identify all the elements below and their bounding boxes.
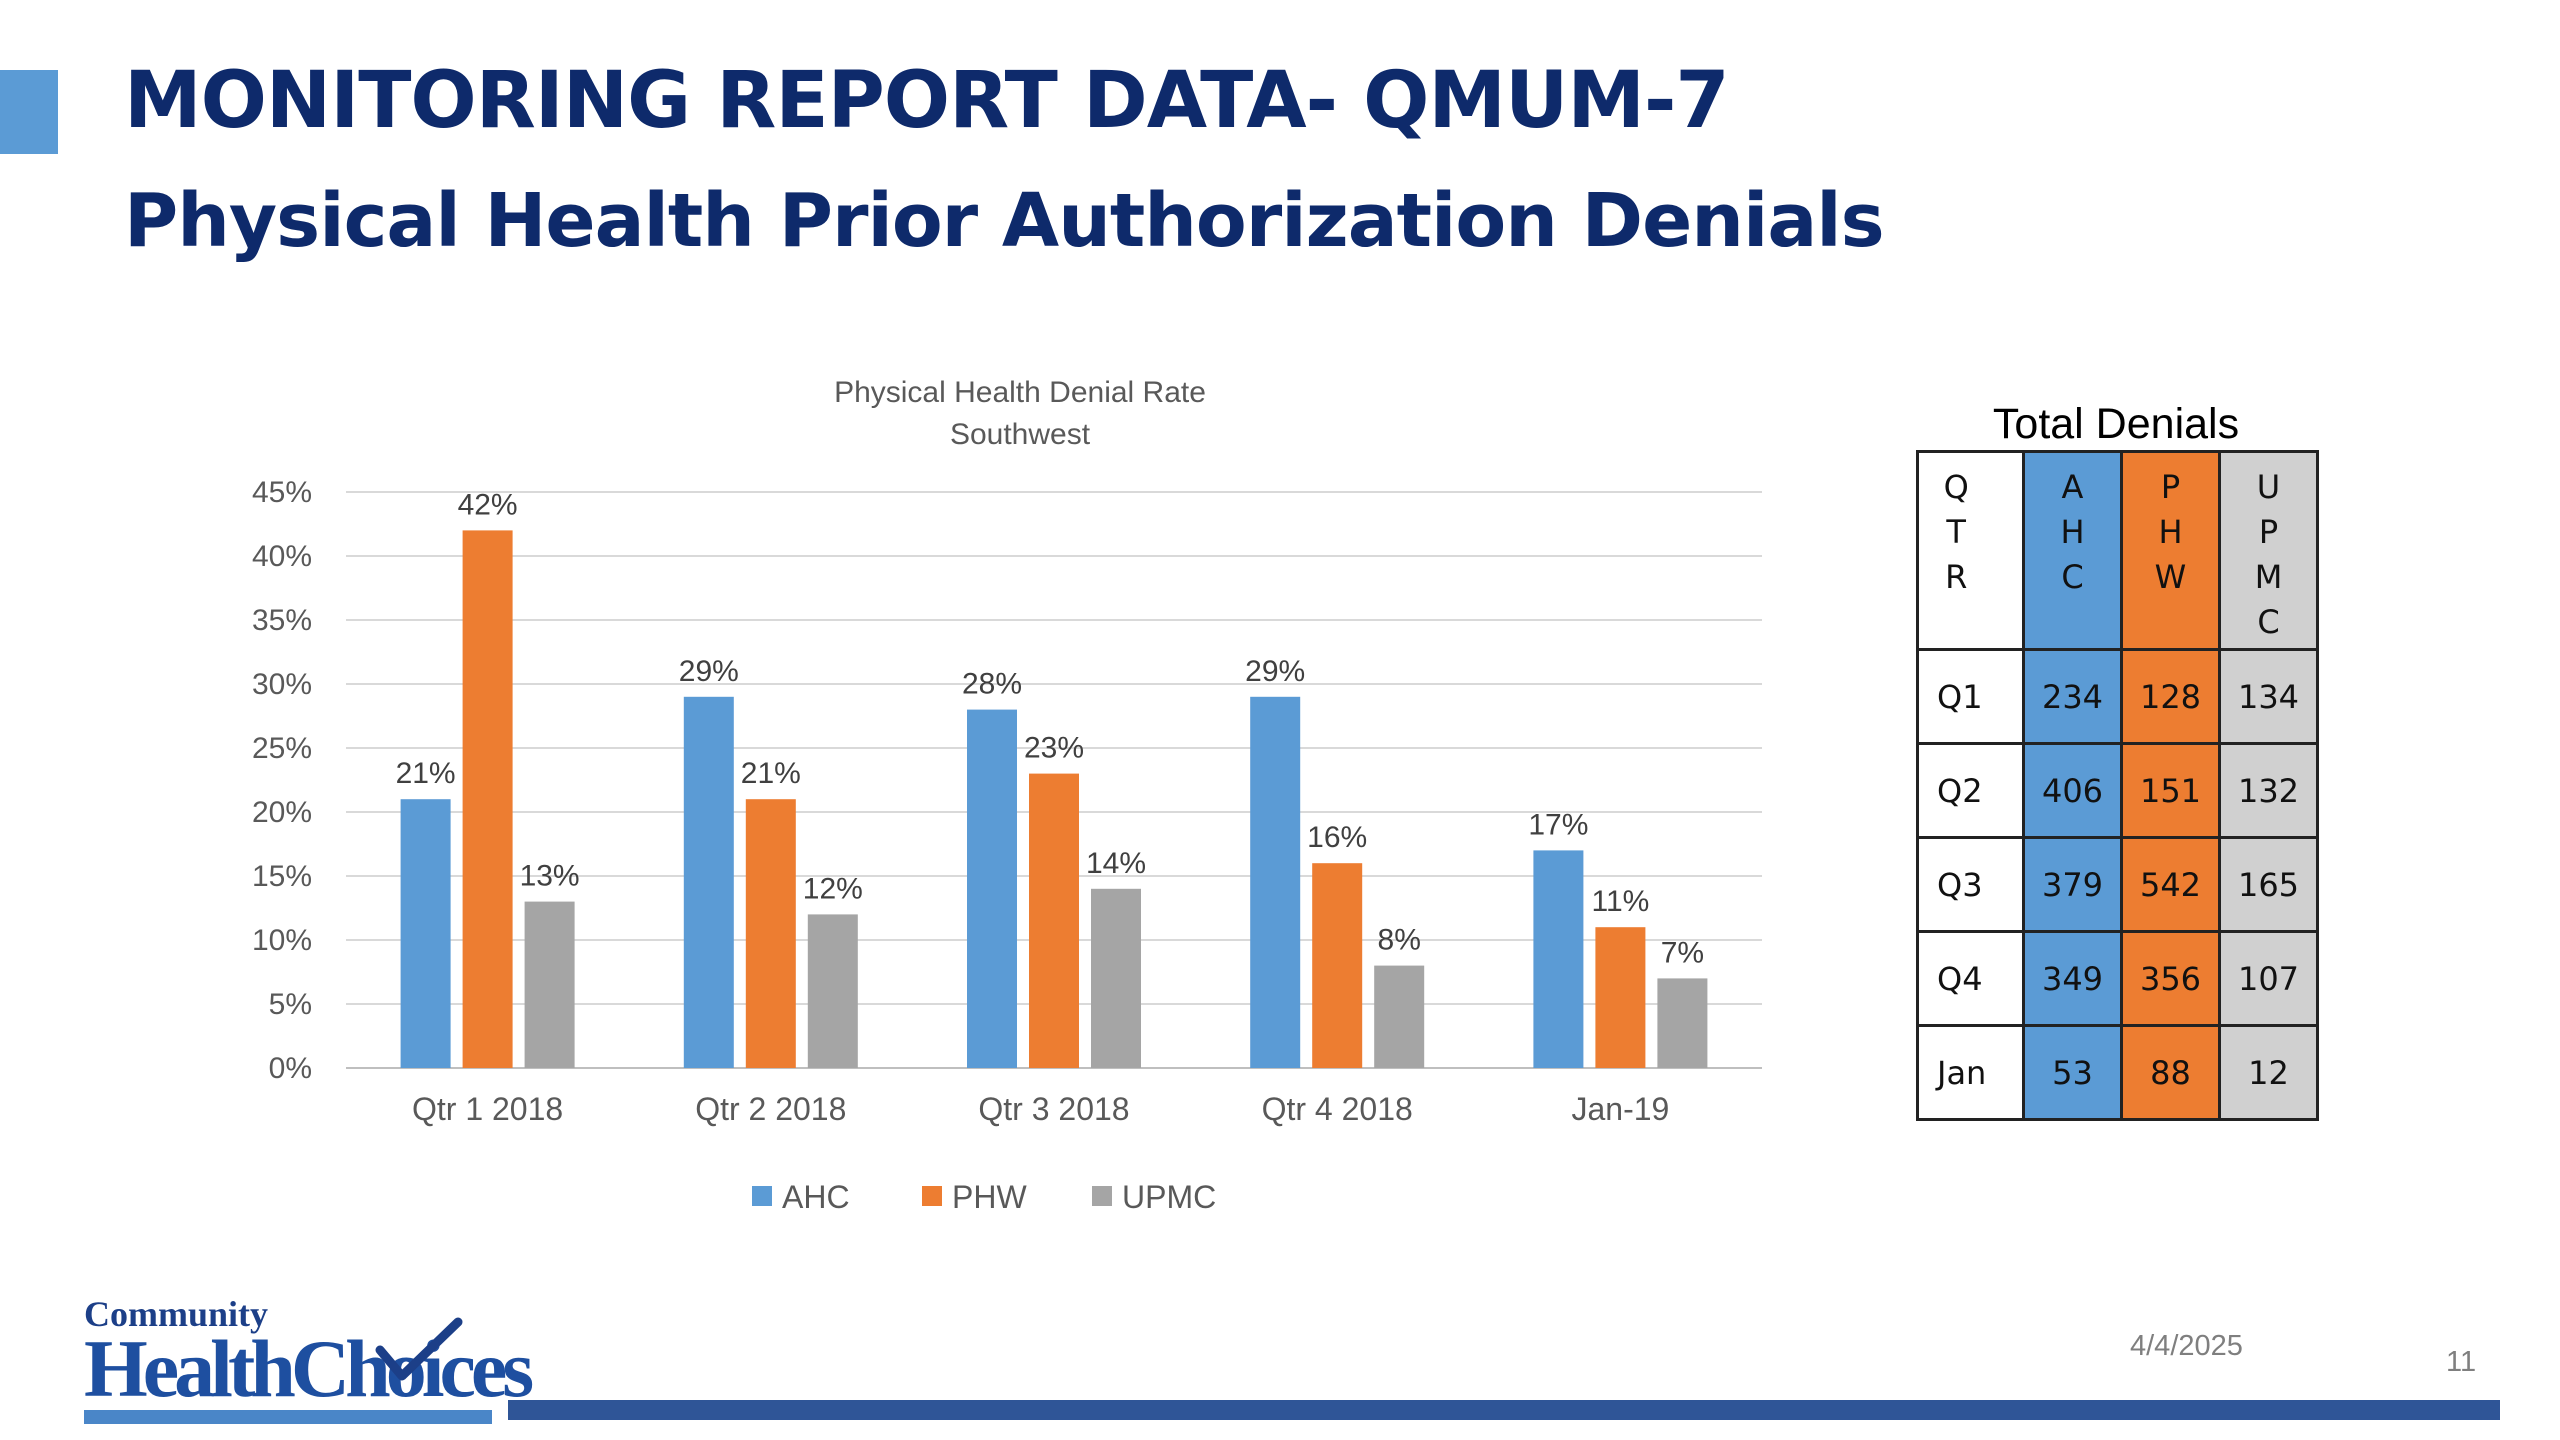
bar-phw	[745, 799, 796, 1068]
data-label: 8%	[1378, 924, 1421, 957]
y-tick-label: 20%	[252, 796, 312, 829]
data-label: 13%	[520, 860, 580, 893]
x-tick-label: Qtr 2 2018	[695, 1091, 846, 1127]
data-label: 29%	[679, 655, 739, 688]
footer-bar	[508, 1400, 2500, 1420]
page-number: 11	[2446, 1346, 2477, 1378]
bar-ahc	[1250, 696, 1301, 1068]
y-tick-label: 5%	[269, 988, 312, 1021]
cell-upmc: 132	[2218, 742, 2319, 839]
table-row: Jan 53 88 12	[1916, 1024, 2319, 1121]
legend-swatch-phw	[922, 1186, 942, 1206]
cell-ahc: 349	[2022, 930, 2123, 1027]
table-row: Q1 234 128 134	[1916, 648, 2319, 745]
cell-qtr: Q1	[1916, 648, 2025, 745]
cell-phw: 356	[2120, 930, 2221, 1027]
checkmark-icon	[375, 1317, 463, 1381]
denials-table-title: Total Denials	[1992, 400, 2240, 448]
bar-upmc	[807, 914, 858, 1068]
cell-ahc: 406	[2022, 742, 2123, 839]
cell-phw: 542	[2120, 836, 2221, 933]
data-label: 11%	[1591, 885, 1649, 918]
cell-phw: 88	[2120, 1024, 2221, 1121]
bar-upmc	[524, 901, 575, 1068]
bar-phw	[1312, 863, 1363, 1068]
data-label: 7%	[1661, 936, 1704, 969]
bar-upmc	[1374, 965, 1425, 1068]
logo-community-text: Community	[84, 1294, 269, 1334]
cell-phw: 128	[2120, 648, 2221, 745]
x-tick-label: Qtr 3 2018	[978, 1091, 1129, 1127]
data-label: 29%	[1245, 655, 1305, 688]
table-row: Q2 406 151 132	[1916, 742, 2319, 839]
legend-swatch-upmc	[1092, 1186, 1112, 1206]
cell-ahc: 379	[2022, 836, 2123, 933]
data-label: 17%	[1528, 808, 1588, 841]
header-phw: PHW	[2120, 450, 2221, 651]
bar-phw	[1029, 773, 1079, 1068]
header-upmc: UPMC	[2218, 450, 2319, 651]
bar-ahc	[967, 709, 1017, 1068]
data-label: 12%	[803, 872, 863, 905]
y-tick-label: 15%	[252, 860, 312, 893]
bar-ahc	[683, 696, 734, 1068]
y-tick-label: 0%	[269, 1052, 312, 1085]
y-tick-label: 45%	[252, 476, 312, 509]
legend-label-phw: PHW	[952, 1179, 1027, 1215]
table-row: Q3 379 542 165	[1916, 836, 2319, 933]
data-label: 28%	[962, 668, 1022, 701]
bar-phw	[462, 530, 513, 1068]
data-label: 21%	[741, 757, 801, 790]
table-row: Q4 349 356 107	[1916, 930, 2319, 1027]
bar-ahc	[400, 799, 451, 1068]
legend-swatch-ahc	[752, 1186, 772, 1206]
table-header-row: QTR AHC PHW UPMC	[1916, 450, 2319, 651]
header-qtr: QTR	[1916, 450, 2025, 651]
header-ahc: AHC	[2022, 450, 2123, 651]
slide-subtitle: Physical Health Prior Authorization Deni…	[124, 178, 1885, 264]
accent-square	[0, 70, 58, 154]
community-healthchoices-logo: Community HealthChoices	[84, 1294, 534, 1424]
chart-subtitle: Southwest	[950, 418, 1091, 451]
chart-title: Physical Health Denial Rate	[834, 376, 1206, 409]
cell-qtr: Q4	[1916, 930, 2025, 1027]
bar-upmc	[1091, 888, 1141, 1068]
cell-phw: 151	[2120, 742, 2221, 839]
cell-ahc: 53	[2022, 1024, 2123, 1121]
cell-upmc: 165	[2218, 836, 2319, 933]
data-label: 14%	[1086, 847, 1146, 880]
data-label: 23%	[1024, 732, 1084, 765]
x-tick-label: Qtr 1 2018	[412, 1091, 563, 1127]
data-label: 21%	[396, 757, 456, 790]
denial-rate-chart: Physical Health Denial Rate Southwest 0% 5%…	[252, 376, 1762, 1215]
cell-qtr: Q3	[1916, 836, 2025, 933]
bar-phw	[1595, 927, 1646, 1068]
cell-ahc: 234	[2022, 648, 2123, 745]
data-label: 16%	[1307, 821, 1367, 854]
slide-date: 4/4/2025	[2130, 1330, 2243, 1362]
x-tick-label: Jan-19	[1571, 1091, 1669, 1127]
y-tick-label: 35%	[252, 604, 312, 637]
bar-upmc	[1657, 978, 1708, 1068]
cell-upmc: 134	[2218, 648, 2319, 745]
cell-qtr: Q2	[1916, 742, 2025, 839]
data-label: 42%	[458, 488, 518, 521]
legend-label-ahc: AHC	[782, 1179, 850, 1215]
logo-underline-bar	[84, 1410, 492, 1424]
bar-ahc	[1533, 850, 1584, 1068]
cell-qtr: Jan	[1916, 1024, 2025, 1121]
cell-upmc: 107	[2218, 930, 2319, 1027]
logo-healthchoices-text: HealthChoices	[84, 1323, 534, 1414]
y-tick-label: 30%	[252, 668, 312, 701]
y-tick-label: 40%	[252, 540, 312, 573]
total-denials-table: QTR AHC PHW UPMC Q1 234 128 134 Q2 406 1…	[1916, 450, 2319, 1121]
y-tick-label: 10%	[252, 924, 312, 957]
x-tick-label: Qtr 4 2018	[1262, 1091, 1413, 1127]
cell-upmc: 12	[2218, 1024, 2319, 1121]
legend-label-upmc: UPMC	[1122, 1179, 1216, 1215]
y-tick-label: 25%	[252, 732, 312, 765]
slide-title: MONITORING REPORT DATA- QMUM-7	[124, 56, 1730, 146]
